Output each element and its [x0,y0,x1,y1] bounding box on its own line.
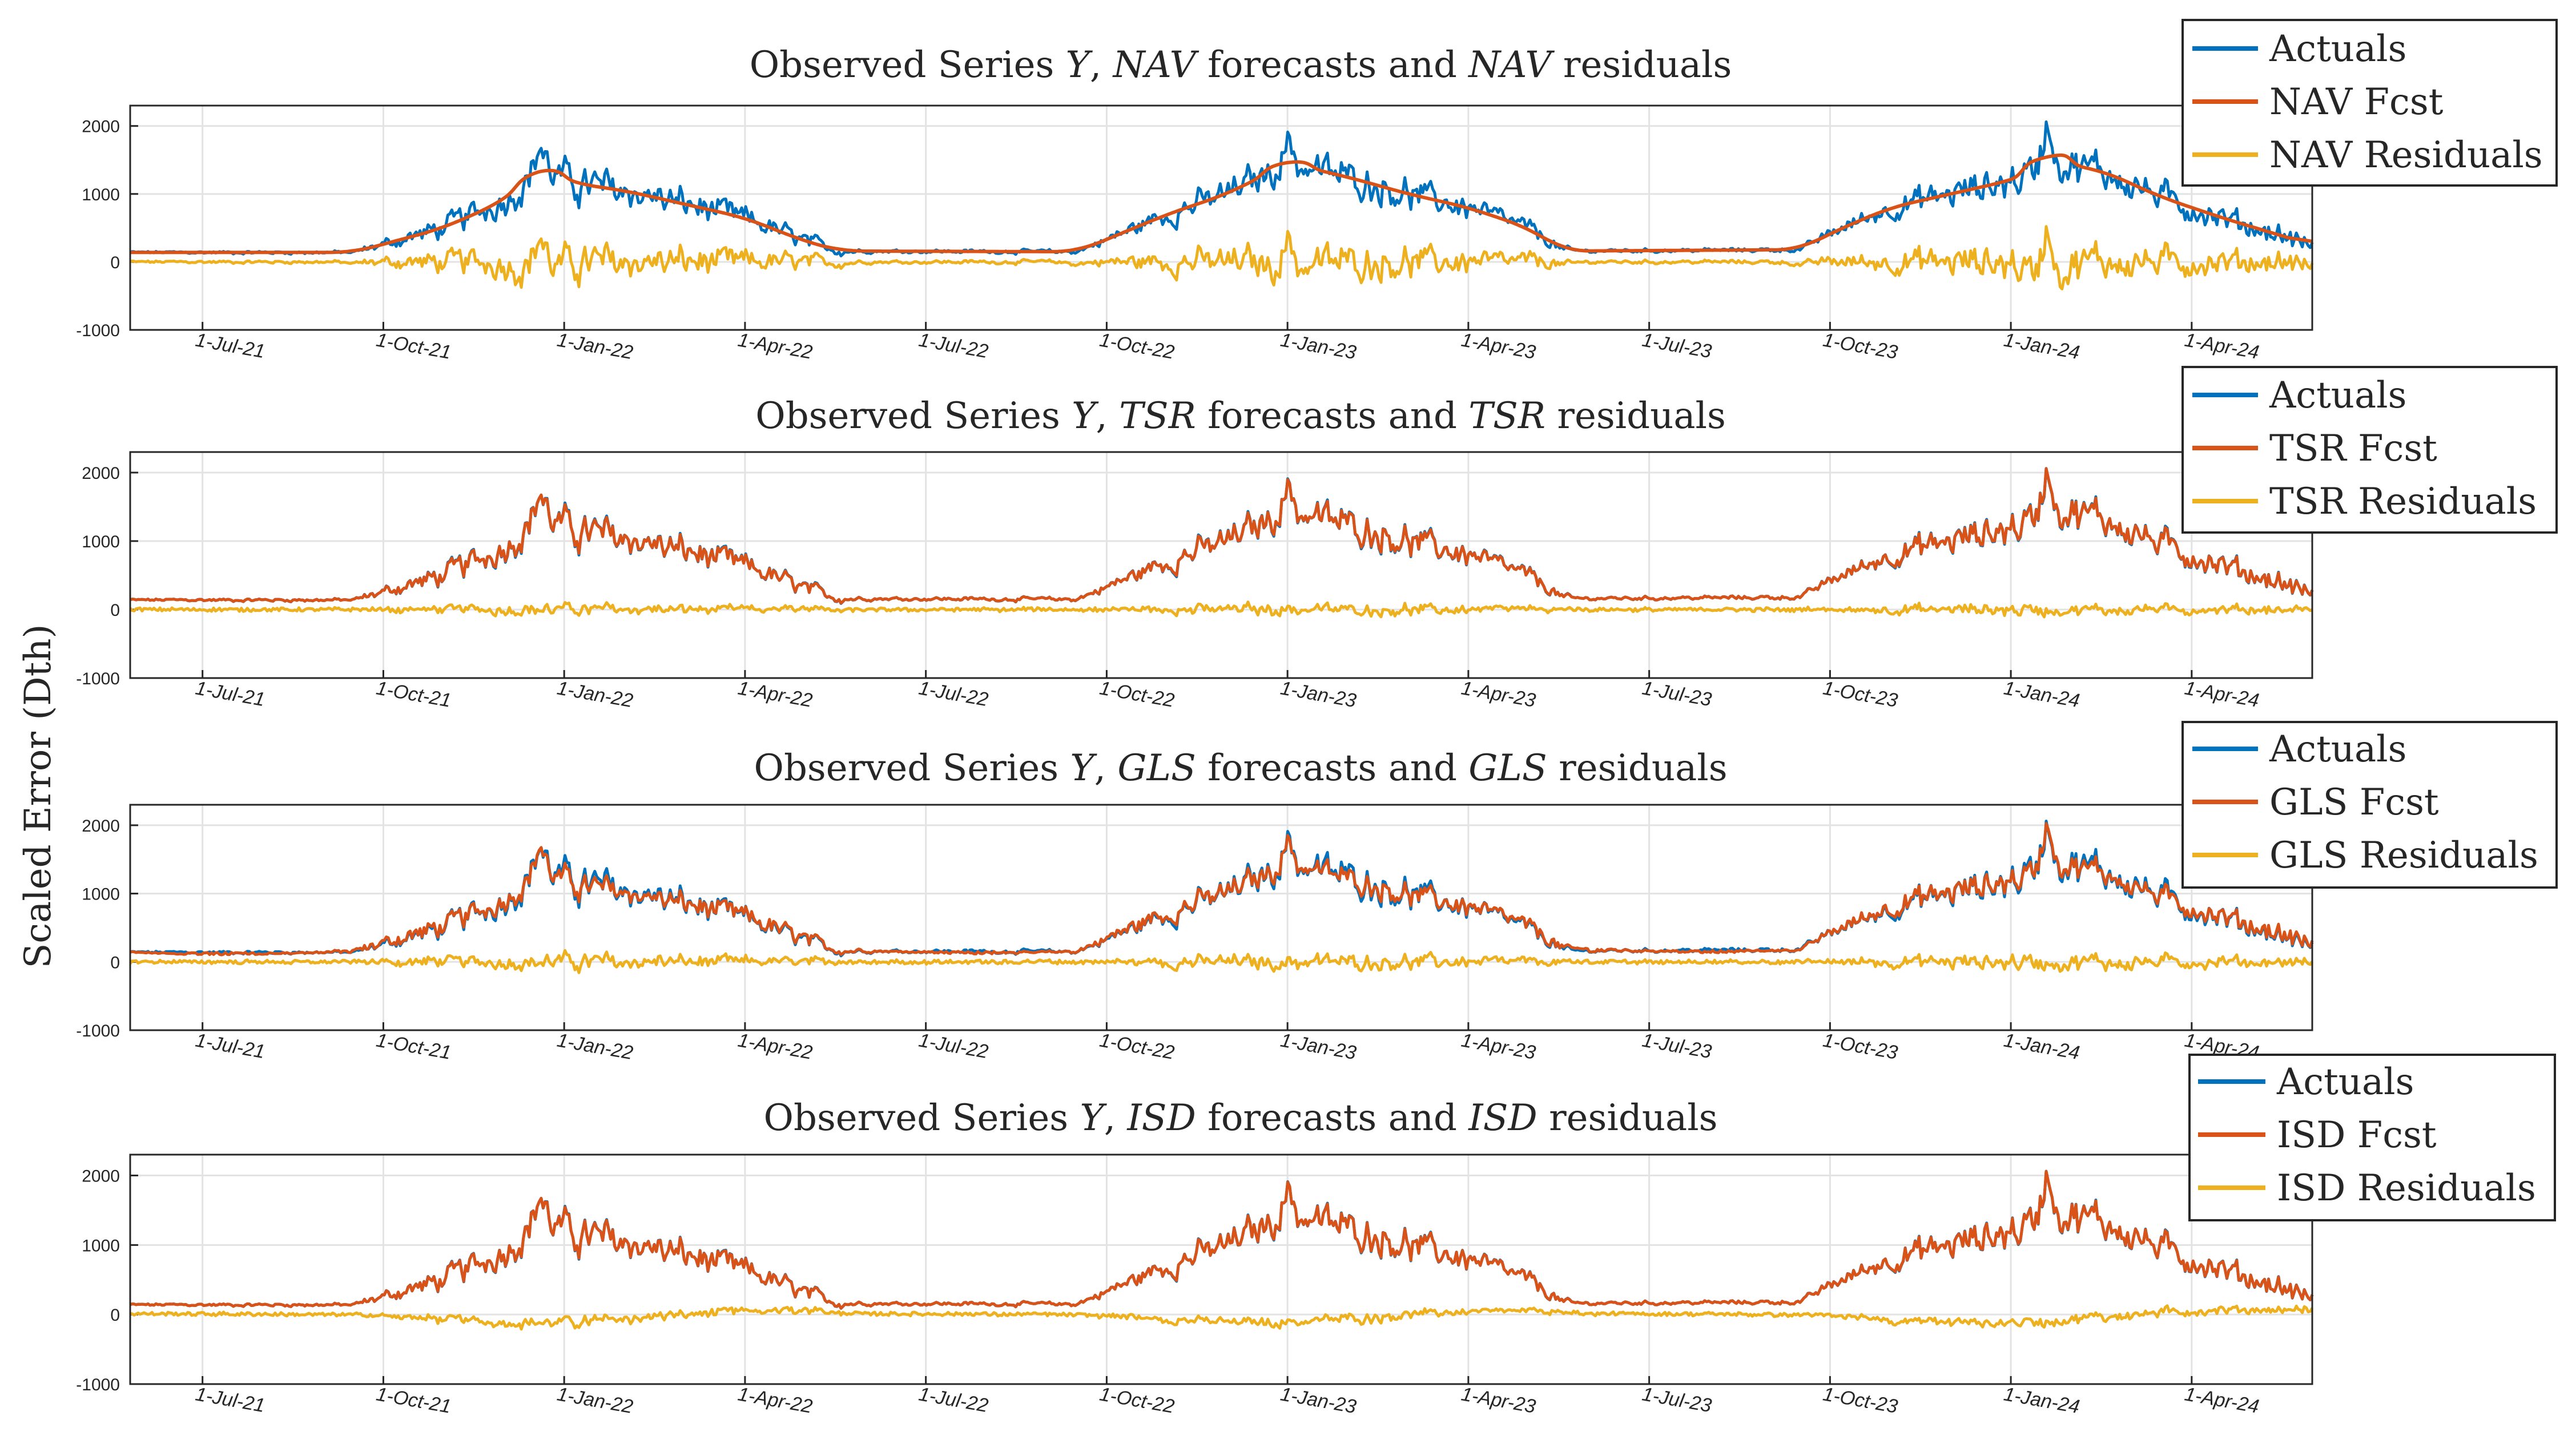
series-residuals-line [130,1304,2314,1331]
legend-label-actuals: Actuals [2276,1061,2414,1103]
y-tick-label: 2000 [82,118,120,136]
axes-frame [129,451,2313,679]
legend-label-forecast: ISD Fcst [2277,1114,2437,1156]
legend-label-residuals: NAV Residuals [2269,134,2543,176]
y-tick-label: -1000 [76,1376,120,1394]
legend: Actuals GLS Fcst GLS Residuals [2181,721,2558,889]
legend-label-residuals: TSR Residuals [2269,481,2537,523]
series-forecast-line [130,1169,2314,1310]
legend-label-forecast: NAV Fcst [2269,81,2444,123]
y-tick-label: 1000 [82,885,120,904]
y-tick-label: 0 [110,1306,120,1325]
y-tick-label: 1000 [82,533,120,551]
series-forecast-line [130,153,2313,255]
y-tick-label: 1000 [82,185,120,204]
y-tick-label: -1000 [76,669,120,688]
legend-label-forecast: TSR Fcst [2269,427,2437,470]
panel-title: Observed Series Y, GLS forecasts and GLS… [754,747,1727,789]
axes-frame [129,104,2313,331]
series-forecast-line [130,467,2314,605]
legend-label-residuals: GLS Residuals [2269,834,2538,877]
panel-title: Observed Series Y, ISD forecasts and ISD… [764,1097,1718,1139]
legend: Actuals ISD Fcst ISD Residuals [2188,1054,2556,1221]
axes-background [130,1155,2312,1384]
y-tick-label: 0 [110,953,120,972]
y-tick-label: 0 [110,253,120,272]
y-tick-label: -1000 [76,321,120,340]
legend-label-actuals: Actuals [2269,728,2406,771]
y-tick-label: -1000 [76,1022,120,1040]
series-residuals-line [129,949,2314,974]
series-residuals-line [130,225,2314,291]
series-forecast-line [130,822,2314,957]
axes-background [130,805,2312,1030]
y-tick-label: 1000 [82,1236,120,1255]
series-residuals-line [129,600,2313,619]
panel-title: Observed Series Y, TSR forecasts and TSR… [755,395,1726,437]
y-tick-label: 2000 [82,1167,120,1186]
axes-frame [129,1153,2313,1385]
legend-label-forecast: GLS Fcst [2269,781,2439,824]
series-actuals-line [130,120,2314,257]
figure-ylabel: Scaled Error (Dth) [17,624,59,968]
axes-background [130,106,2312,330]
y-tick-label: 2000 [82,464,120,483]
legend-label-actuals: Actuals [2269,374,2406,417]
legend: Actuals TSR Fcst TSR Residuals [2181,366,2558,534]
axes-frame [129,804,2313,1031]
legend: Actuals NAV Fcst NAV Residuals [2181,19,2558,187]
legend-label-residuals: ISD Residuals [2277,1167,2536,1209]
panel-title: Observed Series Y, NAV forecasts and NAV… [750,44,1732,86]
axes-background [130,452,2312,678]
y-tick-label: 2000 [82,817,120,836]
legend-label-actuals: Actuals [2269,28,2406,70]
y-tick-label: 0 [110,601,120,620]
